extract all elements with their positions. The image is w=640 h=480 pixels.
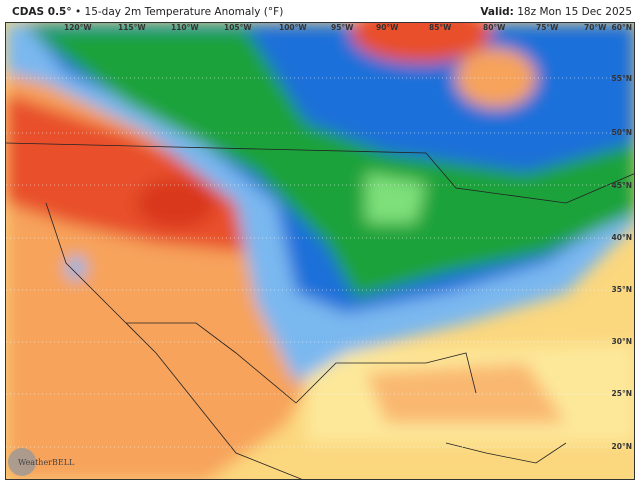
lon-label: 115°W	[118, 23, 146, 32]
anomaly-map: 120°W 115°W 110°W 105°W 100°W 95°W 90°W …	[5, 22, 635, 480]
lon-label: 80°W	[483, 23, 506, 32]
lon-label: 100°W	[279, 23, 307, 32]
product-name: 15-day 2m Temperature Anomaly (°F)	[84, 6, 284, 18]
lat-label: 60°N	[611, 23, 632, 32]
lat-label: 40°N	[611, 233, 632, 242]
anomaly-field	[6, 23, 634, 479]
lat-label: 35°N	[611, 285, 632, 294]
separator: •	[74, 6, 82, 18]
weatherbell-logo: WeatherBELL	[8, 448, 98, 476]
borders	[6, 142, 634, 479]
lat-label: 45°N	[611, 181, 632, 190]
logo-swirl-icon	[8, 448, 36, 476]
lat-label: 25°N	[611, 389, 632, 398]
logo-text: WeatherBELL	[18, 458, 75, 467]
lon-label: 75°W	[536, 23, 559, 32]
map-title: CDAS 0.5° • 15-day 2m Temperature Anomal…	[12, 6, 283, 18]
lat-label: 50°N	[611, 128, 632, 137]
lon-label: 90°W	[376, 23, 399, 32]
lon-label: 95°W	[331, 23, 354, 32]
valid-time: Valid: 18z Mon 15 Dec 2025	[480, 6, 632, 18]
valid-label: Valid:	[480, 6, 514, 18]
valid-time-value: 18z Mon 15 Dec 2025	[517, 6, 632, 18]
model-name: CDAS 0.5°	[12, 6, 72, 18]
lat-label: 30°N	[611, 337, 632, 346]
lon-label: 85°W	[429, 23, 452, 32]
lat-label: 20°N	[611, 442, 632, 451]
graticule	[6, 77, 634, 448]
lon-label: 120°W	[64, 23, 92, 32]
lon-label: 105°W	[224, 23, 252, 32]
lon-label: 70°W	[584, 23, 607, 32]
lat-label: 55°N	[611, 74, 632, 83]
lon-label: 110°W	[171, 23, 199, 32]
header-bar: CDAS 0.5° • 15-day 2m Temperature Anomal…	[0, 0, 640, 22]
